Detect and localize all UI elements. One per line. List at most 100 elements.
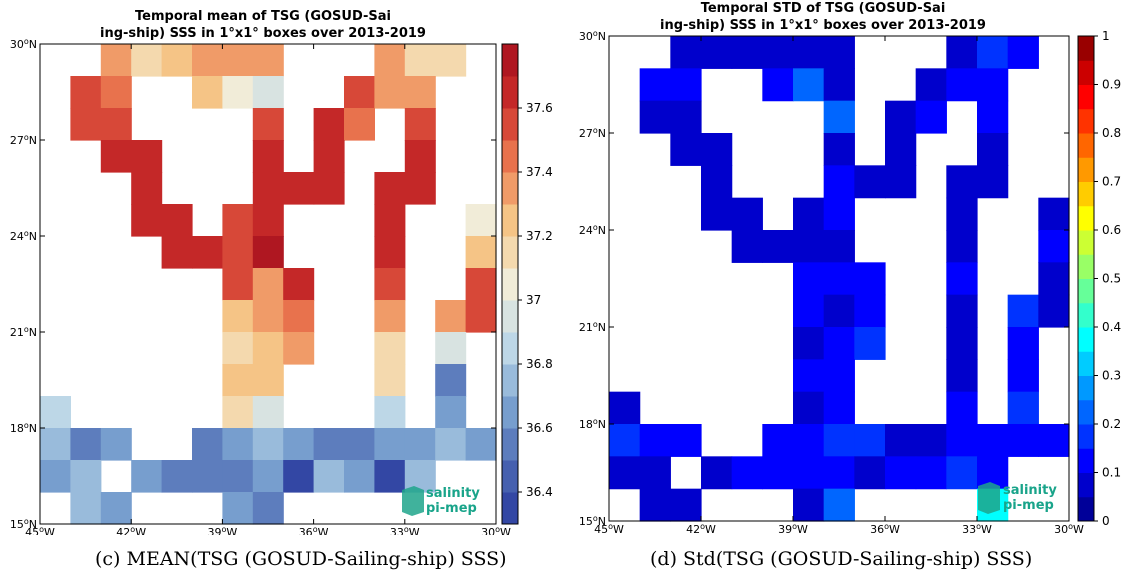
heatmap-cell <box>1007 391 1039 425</box>
heatmap-cell <box>252 172 284 205</box>
heatmap-cell <box>222 364 254 397</box>
heatmap-cell <box>823 391 855 425</box>
heatmap-cell <box>946 36 978 69</box>
y-tick-label: 15oN <box>10 517 37 531</box>
heatmap-cell <box>793 359 825 393</box>
colorbar-segment <box>502 236 518 269</box>
heatmap-cell <box>70 76 102 109</box>
colorbar-tick-label: 0 <box>1102 514 1110 528</box>
heatmap-cell <box>344 460 375 493</box>
heatmap-cell <box>252 44 284 77</box>
heatmap-cell <box>192 76 223 109</box>
caption-mean: (c) MEAN(TSG (GOSUD-Sailing-ship) SSS) <box>95 548 507 570</box>
heatmap-cell <box>374 364 406 397</box>
heatmap-cell <box>639 488 671 522</box>
colorbar-tick-label: 0.4 <box>1102 320 1121 334</box>
y-tick-label: 24oN <box>579 223 606 237</box>
logo-icon <box>402 486 424 516</box>
heatmap-cell <box>946 262 978 296</box>
heatmap-cell <box>701 36 733 69</box>
chart-title-line1: Temporal mean of TSG (GOSUD-Sai <box>135 9 391 24</box>
colorbar-tick-label: 37 <box>526 293 541 307</box>
colorbar-segment <box>1078 399 1094 425</box>
colorbar: 36.4 36.6 36.8 37 37.2 37.4 37.6 <box>501 43 553 525</box>
colorbar-segment <box>1078 108 1094 134</box>
heatmap-cell <box>1007 359 1039 393</box>
heatmap-cell <box>252 364 284 397</box>
heatmap-cell <box>762 68 794 102</box>
heatmap-cell <box>100 428 132 461</box>
heatmap-cell <box>1007 327 1039 360</box>
heatmap-cell <box>639 100 671 134</box>
logo-icon <box>978 482 1000 514</box>
heatmap-cell <box>313 428 345 461</box>
y-tick-label: 27oN <box>579 126 606 140</box>
heatmap-cell <box>131 172 163 205</box>
heatmap-cell <box>313 172 345 205</box>
colorbar-segment <box>502 396 518 429</box>
heatmap-cell <box>1007 424 1039 457</box>
heatmap-cell <box>222 236 254 269</box>
heatmap-cell <box>885 133 917 166</box>
colorbar-tick-label: 0.1 <box>1102 466 1121 480</box>
heatmap-cell <box>762 230 794 263</box>
heatmap-cell <box>70 460 102 493</box>
heatmap-cell <box>823 230 855 263</box>
heatmap-cell <box>252 428 284 461</box>
heatmap-cell <box>404 108 436 141</box>
heatmap-cell <box>374 460 406 493</box>
heatmap-cell <box>823 359 855 393</box>
heatmap-cell <box>731 456 763 490</box>
heatmap-cell <box>252 76 284 109</box>
heatmap-cell <box>222 204 254 237</box>
logo-text-line1: salinity <box>1003 483 1057 498</box>
heatmap-cell <box>252 492 284 525</box>
heatmap-cell <box>222 428 254 461</box>
logo-text-line2: pi-mep <box>1003 498 1054 513</box>
colorbar-segment <box>1078 302 1094 328</box>
heatmap-cell <box>823 197 855 231</box>
heatmap-cell <box>344 108 375 141</box>
heatmap-cell <box>946 165 978 199</box>
heatmap-cell <box>639 424 671 457</box>
colorbar-segment <box>1078 375 1094 401</box>
std-sss-heatmap-chart: Temporal STD of TSG (GOSUD-Sai ing-ship)… <box>579 1 1121 535</box>
heatmap-cell <box>404 428 436 461</box>
heatmap-cell <box>823 68 855 102</box>
heatmap-cell <box>823 100 855 134</box>
heatmap-cell <box>100 44 132 77</box>
heatmap-cells <box>40 44 497 525</box>
heatmap-cell <box>40 396 71 429</box>
heatmap-cell <box>404 140 436 173</box>
heatmap-cell <box>977 165 1009 199</box>
logo-text-line1: salinity <box>426 486 480 501</box>
heatmap-cell <box>823 133 855 166</box>
heatmap-cell <box>344 428 375 461</box>
colorbar-segment <box>502 76 518 109</box>
y-tick-label: 21oN <box>579 320 606 334</box>
colorbar-segment <box>502 268 518 301</box>
heatmap-cell <box>252 108 284 141</box>
y-tick-label: 18oN <box>10 421 37 435</box>
heatmap-cell <box>977 36 1009 69</box>
heatmap-cell <box>222 76 254 109</box>
heatmap-cell <box>609 424 641 457</box>
x-tick-label: 42oW <box>116 525 146 535</box>
heatmap-cell <box>885 165 917 199</box>
heatmap-cell <box>1038 197 1070 231</box>
heatmap-cell <box>252 268 284 301</box>
heatmap-cell <box>222 332 254 365</box>
heatmap-cell <box>762 456 794 490</box>
colorbar-segment <box>1078 254 1094 279</box>
heatmap-cell <box>100 76 132 109</box>
heatmap-cell <box>313 140 345 173</box>
heatmap-cell <box>192 428 223 461</box>
colorbar-segment <box>502 108 518 141</box>
heatmap-cell <box>885 100 917 134</box>
heatmap-cell <box>731 230 763 263</box>
heatmap-cell <box>823 36 855 69</box>
heatmap-cell <box>435 396 467 429</box>
heatmap-cell <box>946 391 978 425</box>
heatmap-cell <box>404 44 436 77</box>
heatmap-cell <box>823 488 855 522</box>
